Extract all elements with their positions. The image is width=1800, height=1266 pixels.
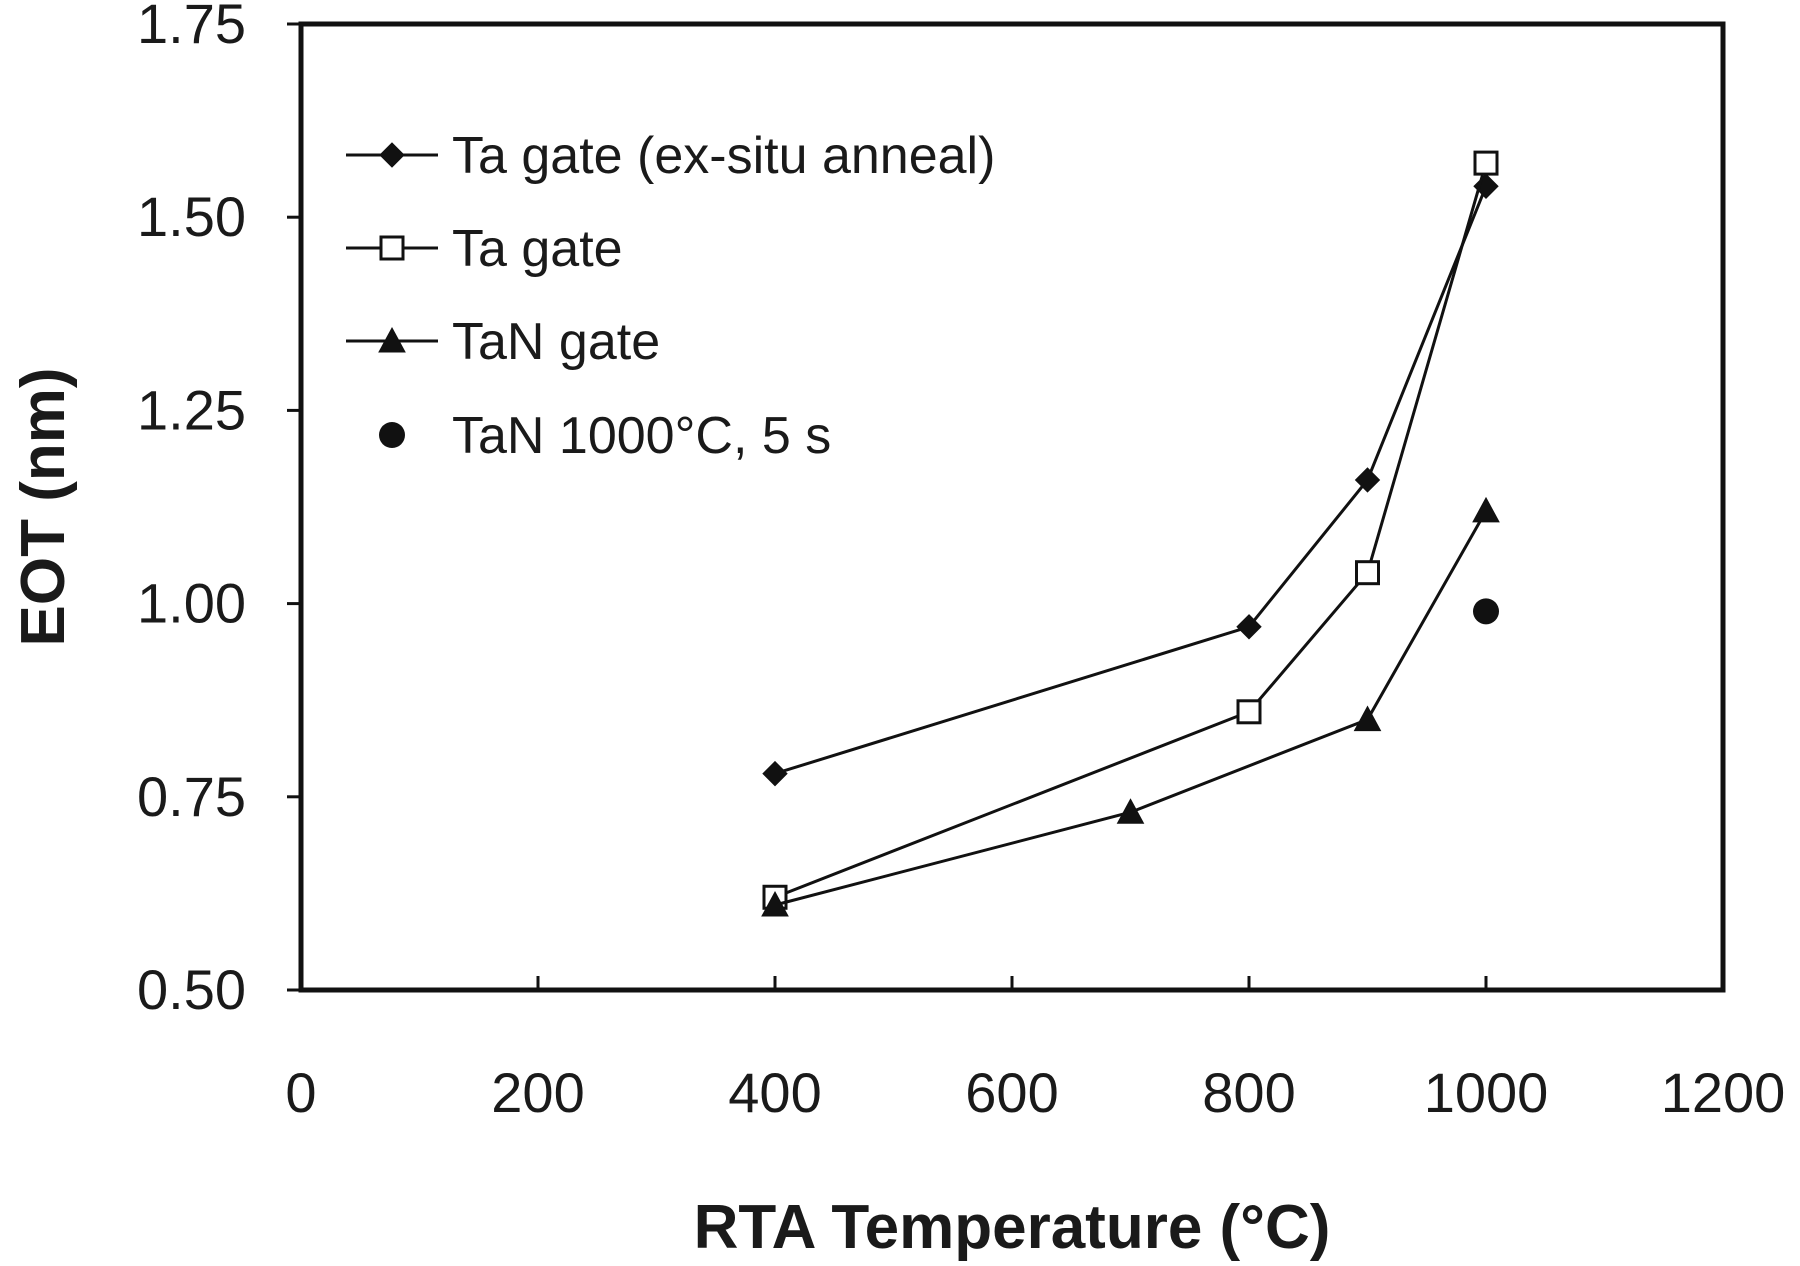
y-tick-label: 0.75 bbox=[137, 765, 246, 828]
legend-label: Ta gate bbox=[452, 220, 623, 278]
x-tick-label: 0 bbox=[285, 1061, 316, 1124]
x-tick-label: 1200 bbox=[1661, 1061, 1786, 1124]
y-tick-label: 0.50 bbox=[137, 958, 246, 1021]
x-tick-label: 600 bbox=[965, 1061, 1058, 1124]
legend-label: Ta gate (ex-situ anneal) bbox=[452, 127, 995, 185]
data-point bbox=[1236, 614, 1262, 640]
series bbox=[762, 173, 1499, 787]
legend-marker bbox=[379, 235, 405, 261]
x-axis-ticks: 0 200 400 600 800 1000 1200 bbox=[285, 976, 1785, 1124]
y-tick-label: 1.25 bbox=[137, 378, 246, 441]
y-tick-label: 1.00 bbox=[137, 572, 246, 635]
x-tick-label: 800 bbox=[1202, 1061, 1295, 1124]
y-tick-label: 1.50 bbox=[137, 185, 246, 248]
y-tick-label: 1.75 bbox=[137, 0, 246, 55]
legend-label: TaN gate bbox=[452, 313, 660, 371]
y-axis-ticks: 0.50 0.75 1.00 1.25 1.50 1.75 bbox=[137, 0, 301, 1021]
data-point bbox=[1473, 150, 1499, 176]
series-layer bbox=[761, 150, 1500, 917]
data-point bbox=[1236, 699, 1262, 725]
legend-marker bbox=[379, 142, 405, 168]
series-line bbox=[774, 185, 1488, 776]
legend-marker bbox=[378, 326, 406, 353]
series-line bbox=[774, 510, 1488, 907]
data-point bbox=[1354, 467, 1381, 493]
series bbox=[762, 150, 1499, 910]
x-tick-label: 1000 bbox=[1424, 1061, 1549, 1124]
data-point bbox=[1116, 798, 1145, 824]
y-axis-title: EOT (nm) bbox=[9, 368, 78, 647]
data-point bbox=[1473, 598, 1499, 625]
x-axis-title: RTA Temperature (°C) bbox=[694, 1193, 1331, 1262]
legend: Ta gate (ex-situ anneal) Ta gate TaN gate T… bbox=[346, 127, 995, 465]
x-tick-label: 200 bbox=[491, 1061, 584, 1124]
x-tick-label: 400 bbox=[728, 1061, 821, 1124]
series-line bbox=[774, 162, 1488, 899]
legend-label: TaN 1000°C, 5 s bbox=[452, 407, 831, 465]
legend-entry: Ta gate bbox=[346, 220, 623, 278]
series bbox=[761, 496, 1500, 917]
legend-entry: Ta gate (ex-situ anneal) bbox=[346, 127, 995, 185]
legend-marker bbox=[379, 422, 405, 448]
data-point bbox=[1472, 496, 1500, 523]
legend-entry: TaN gate bbox=[346, 313, 660, 371]
series bbox=[1473, 598, 1499, 625]
data-point bbox=[762, 760, 788, 787]
data-point bbox=[761, 890, 789, 917]
data-point bbox=[1353, 705, 1382, 732]
data-point bbox=[1355, 560, 1380, 586]
legend-entry: TaN 1000°C, 5 s bbox=[379, 407, 831, 465]
